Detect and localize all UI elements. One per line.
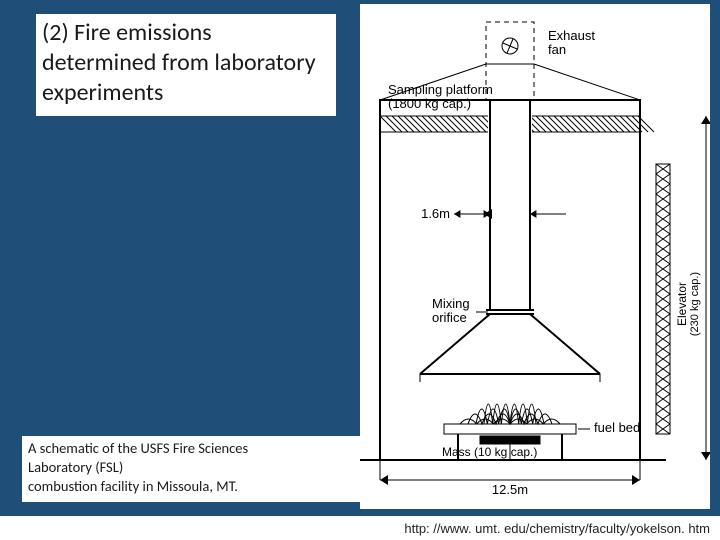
combustion-facility-schematic: Exhaustfan Sampling platform(1800 kg cap.… — [360, 4, 710, 509]
diagram-panel: Exhaustfan Sampling platform(1800 kg cap.… — [360, 4, 710, 509]
schematic-caption: A schematic of the USFS Fire Sciences La… — [22, 436, 362, 502]
svg-text:Elevator: Elevator — [675, 282, 689, 326]
svg-text:(230 kg cap.): (230 kg cap.) — [689, 272, 701, 336]
source-url-bar: http: //www. umt. edu/chemistry/faculty/… — [0, 516, 720, 540]
svg-text:fuel bed: fuel bed — [594, 420, 640, 435]
caption-line-2: Laboratory (FSL) — [28, 458, 123, 476]
caption-line-1: A schematic of the USFS Fire Sciences — [28, 439, 248, 457]
svg-text:(1800 kg cap.): (1800 kg cap.) — [388, 96, 471, 111]
svg-text:Exhaust: Exhaust — [548, 28, 595, 43]
caption-line-3: combustion facility in Missoula, MT. — [28, 477, 238, 495]
svg-text:Mass (10 kg cap.): Mass (10 kg cap.) — [442, 445, 537, 459]
svg-text:fan: fan — [548, 42, 566, 57]
svg-text:12.5m: 12.5m — [492, 482, 528, 497]
svg-text:1.6m: 1.6m — [421, 206, 450, 221]
svg-text:Sampling platform: Sampling platform — [388, 82, 493, 97]
slide-title: (2) Fire emissions determined from labor… — [36, 14, 336, 116]
source-url: http: //www. umt. edu/chemistry/faculty/… — [404, 521, 710, 536]
svg-text:orifice: orifice — [432, 310, 467, 325]
slide-root: (2) Fire emissions determined from labor… — [0, 0, 720, 540]
svg-text:Mixing: Mixing — [432, 296, 470, 311]
